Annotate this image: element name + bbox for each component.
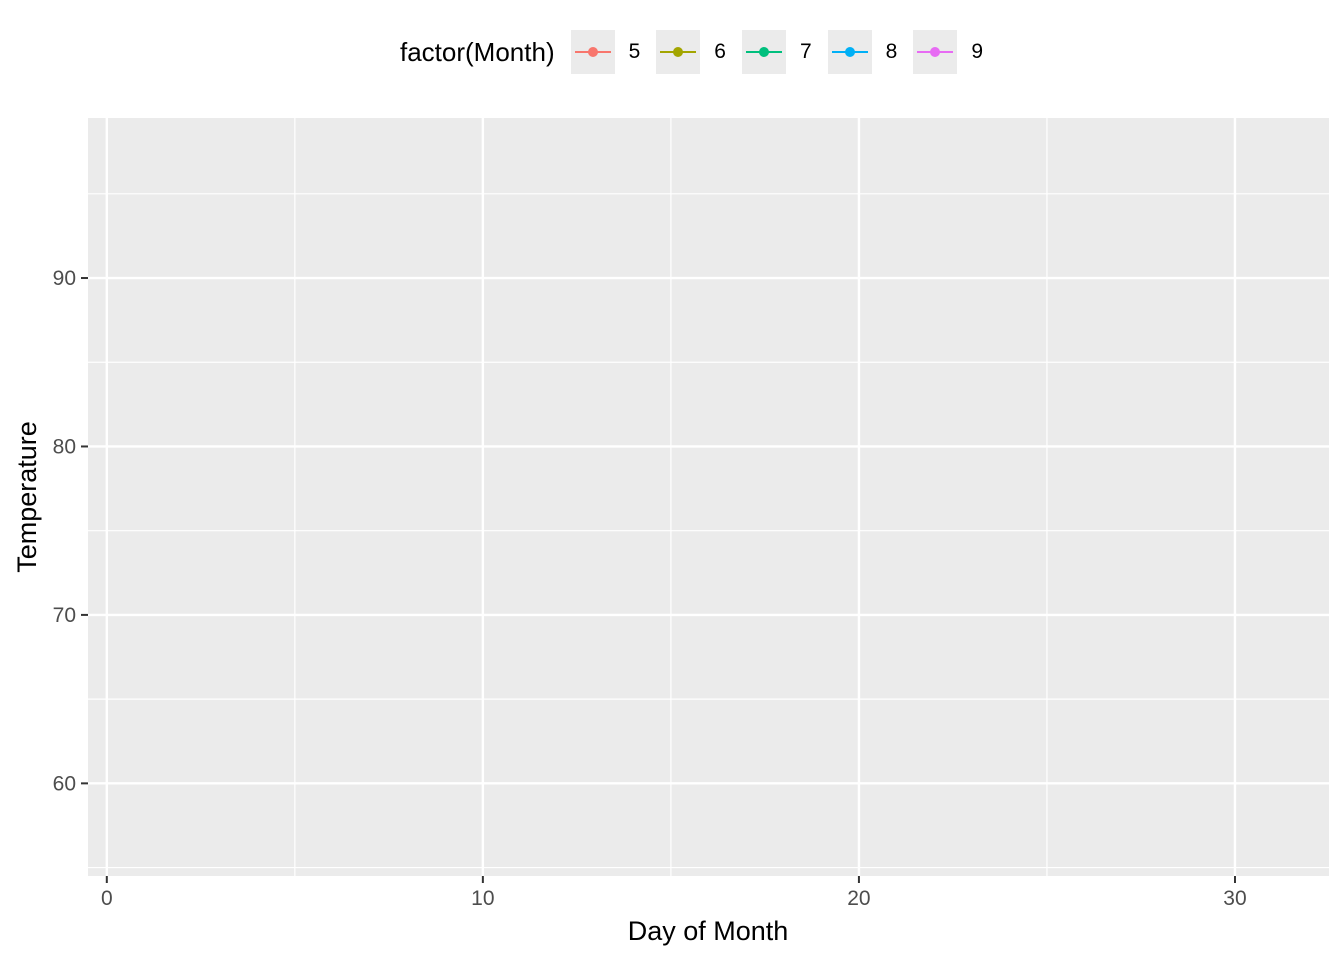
legend-key-dot [758,47,769,57]
legend-key-dot [673,47,684,57]
x-tick-label: 30 [1223,887,1246,910]
legend-key-6 [656,30,701,74]
y-tick-label: 90 [53,267,76,290]
y-tick-label: 80 [53,435,76,458]
legend-key-8 [827,30,872,74]
legend-key-7 [741,30,786,74]
x-tick-label: 10 [471,887,494,910]
legend-key-5 [570,30,615,74]
legend-key-9 [913,30,958,74]
y-axis: 60 70 80 90 [53,267,88,795]
legend-label: 6 [714,40,726,63]
plot-panel [88,118,1329,876]
x-axis: 0 10 20 30 [101,876,1247,910]
legend: factor(Month) 5 6 7 8 9 [400,28,999,76]
x-tick-label: 0 [101,887,113,910]
legend-item-9: 9 [913,30,983,74]
legend-label: 9 [971,40,984,63]
grid-minor [88,118,1329,876]
y-tick-label: 70 [53,604,76,627]
y-axis-title: Temperature [12,421,42,573]
x-axis-title: Day of Month [628,916,789,946]
x-tick-label: 20 [847,887,870,910]
legend-label: 7 [799,40,812,63]
y-tick-label: 60 [53,772,76,795]
legend-item-7: 7 [741,30,812,74]
legend-item-6: 6 [656,30,726,74]
legend-key-dot [587,47,598,57]
grid-major [88,118,1329,876]
legend-key-dot [844,47,855,57]
legend-item-5: 5 [570,30,641,74]
legend-item-8: 8 [827,30,898,74]
legend-items: 5 6 7 8 9 [570,30,999,74]
legend-label: 5 [628,40,641,63]
legend-label: 8 [885,40,898,63]
legend-key-dot [930,47,941,57]
legend-title: factor(Month) [400,36,555,67]
